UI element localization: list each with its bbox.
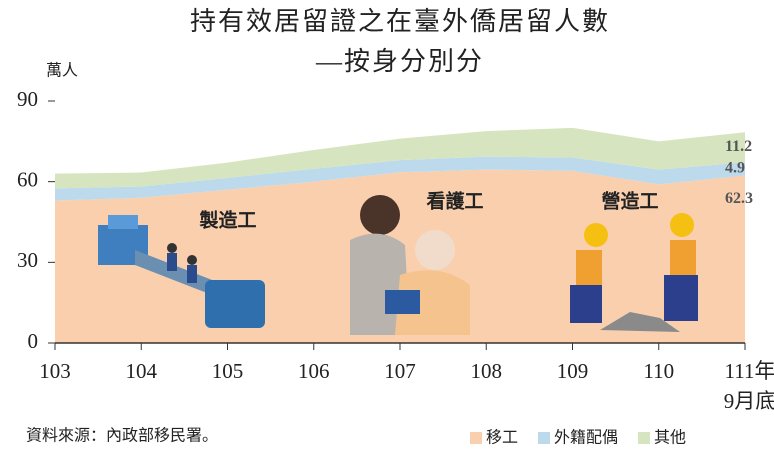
x-tick-label: 106 xyxy=(298,359,330,383)
elder-body xyxy=(395,270,470,335)
legend-label: 外籍配偶 xyxy=(554,429,618,447)
chart-title: 持有效居留證之在臺外僑居留人數 xyxy=(190,7,610,36)
legs xyxy=(664,275,698,321)
value-label: 11.2 xyxy=(725,138,752,155)
legend-swatch xyxy=(538,432,551,444)
caregiver-head xyxy=(360,195,400,235)
legend-swatch xyxy=(470,432,482,444)
annotation: 看護工 xyxy=(425,189,483,212)
x-tick-label: 107 xyxy=(384,359,416,383)
worker xyxy=(187,265,197,283)
legend-swatch xyxy=(638,432,651,444)
x-tick-label: 109 xyxy=(557,359,589,383)
worker xyxy=(167,253,177,271)
value-label: 62.3 xyxy=(725,190,753,207)
legend-label: 移工 xyxy=(486,429,518,447)
y-tick-label: 60 xyxy=(17,167,38,191)
x-tick-label: 104 xyxy=(126,359,158,383)
source: 資料來源：內政部移民署。 xyxy=(26,427,218,445)
annotation: 製造工 xyxy=(198,208,256,231)
conveyor xyxy=(135,250,225,300)
tank xyxy=(205,280,265,328)
area xyxy=(55,127,745,189)
x-tick-label: 105 xyxy=(212,359,244,383)
elder-head xyxy=(415,230,455,270)
x-tick-label: 111年 9月底 xyxy=(724,359,774,413)
area xyxy=(55,156,745,201)
y-tick-label: 0 xyxy=(28,329,39,353)
vest xyxy=(576,250,602,285)
gravel xyxy=(600,312,680,332)
illustrations xyxy=(98,195,698,335)
chart-subtitle: —按身分別分 xyxy=(315,47,484,76)
y-axis-label: 萬人 xyxy=(46,62,78,80)
x-tick-label: 103 xyxy=(39,359,71,383)
x-tick-label: 108 xyxy=(471,359,503,383)
y-tick-label: 30 xyxy=(17,248,38,272)
worker xyxy=(187,255,197,265)
machine-top xyxy=(108,215,138,229)
y-tick-label: 90 xyxy=(17,87,38,111)
vest xyxy=(670,240,696,275)
legs xyxy=(570,285,602,323)
worker xyxy=(167,243,177,253)
book xyxy=(385,290,420,314)
annotation: 營造工 xyxy=(601,189,658,212)
helmet xyxy=(670,213,694,237)
legend-label: 其他 xyxy=(654,429,686,447)
x-tick-label: 110 xyxy=(643,359,674,383)
value-label: 4.9 xyxy=(725,160,745,177)
helmet xyxy=(584,223,608,247)
